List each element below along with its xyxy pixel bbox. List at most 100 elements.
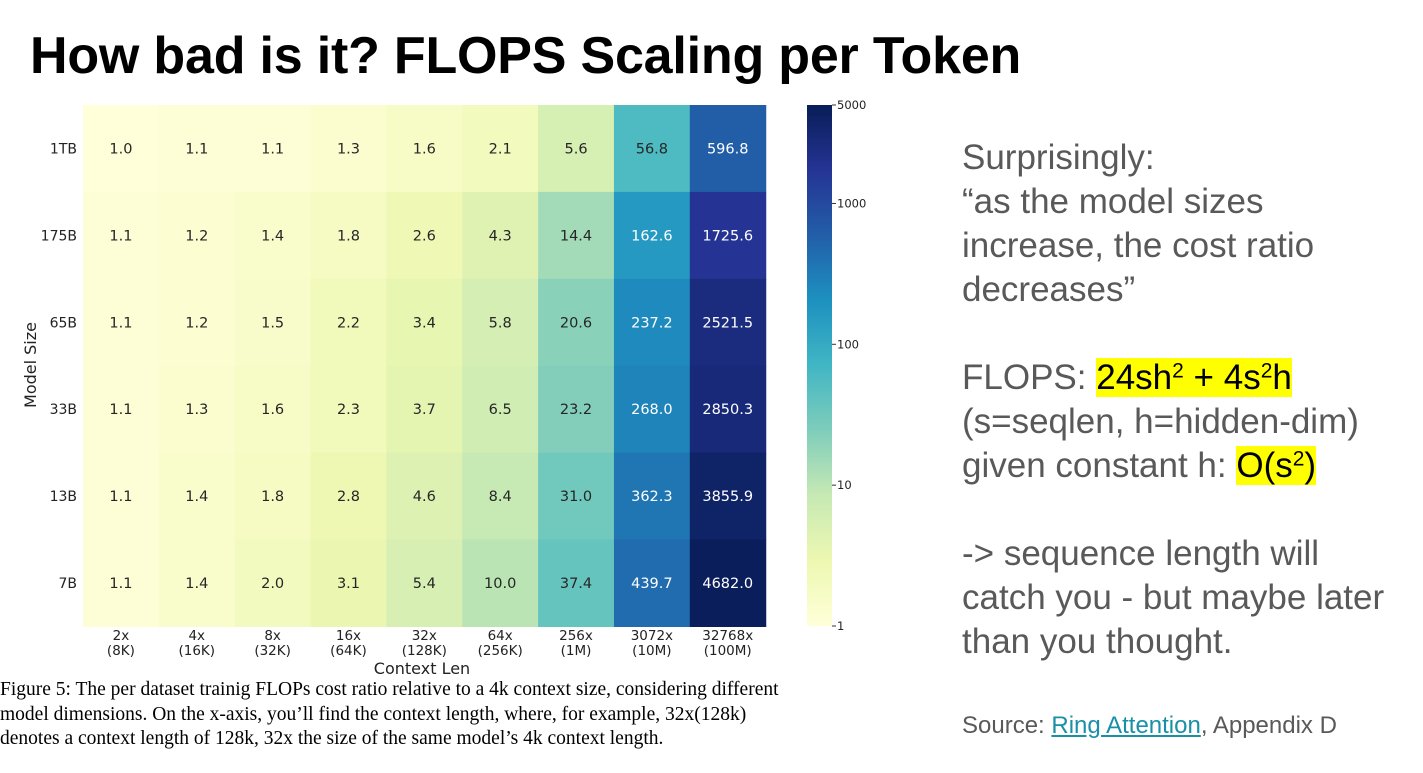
y-tick-label: 175B (41, 228, 77, 244)
y-tick-label: 65B (50, 315, 77, 331)
heatmap-cell (310, 539, 387, 627)
figure-caption: Figure 5: The per dataset trainig FLOPs … (0, 678, 905, 752)
cell-value-label: 1.0 (109, 141, 132, 157)
source-prefix: Source: (962, 712, 1052, 739)
x-tick-label: 2x (8K) (107, 628, 135, 659)
cell-value-label: 2.3 (337, 402, 360, 418)
heatmap-cell (234, 278, 312, 367)
heatmap-cell (613, 452, 691, 541)
heatmap-cell (158, 452, 236, 541)
x-tick-labels: 2x (8K) 4x (16K) 8x (32K) 16x (64K) 32x (128K) 64x… (107, 628, 753, 659)
heatmap-cell (83, 452, 160, 541)
heatmap-cell (689, 452, 767, 541)
cell-value-label: 1.4 (261, 228, 284, 244)
flops-line: FLOPS: 24sh2 + 4s2h (962, 356, 1417, 400)
complexity-line: given constant h: O(s2) (962, 444, 1417, 488)
cell-value-label: 4682.0 (702, 576, 753, 592)
heatmap-cell (613, 539, 691, 627)
cell-value-label: 1.6 (261, 402, 284, 418)
colorbar-tick-label: 1 (837, 619, 844, 633)
cell-value-label: 3.1 (337, 576, 360, 592)
heatmap-cell (386, 365, 463, 454)
colorbar-tick-label: 5000 (837, 98, 866, 112)
y-tick-label: 33B (50, 402, 77, 418)
heatmap-cell (462, 191, 539, 280)
quote-line: increase, the cost ratio (962, 226, 1315, 265)
cell-value-label: 23.2 (560, 402, 592, 418)
cell-value-label: 1.3 (337, 141, 360, 157)
x-tick-label: 256x (1M) (559, 628, 593, 659)
cell-value-label: 5.4 (413, 576, 436, 592)
x-tick-label: 64x (256K) (478, 628, 523, 659)
heatmap-cell (158, 278, 236, 367)
cell-value-label: 2521.5 (702, 315, 753, 331)
heatmap-cell (386, 278, 463, 367)
heatmap-cell (462, 105, 539, 193)
heatmap-cell (689, 278, 767, 367)
conclusion-line: catch you - but maybe later (962, 578, 1385, 617)
heatmap-cell (462, 278, 539, 367)
cell-value-label: 2.2 (337, 315, 360, 331)
heatmap-cells (83, 105, 767, 627)
cell-value-label: 3855.9 (702, 489, 753, 505)
cell-value-label: 31.0 (560, 489, 592, 505)
heatmap-cell (158, 365, 236, 454)
cell-value-label: 37.4 (560, 576, 592, 592)
cell-value-label: 10.0 (484, 576, 516, 592)
cell-value-label: 1.8 (337, 228, 360, 244)
heatmap-cell (158, 105, 236, 193)
x-tick-label: 32768x (100M) (702, 628, 753, 659)
flops-vars: (s=seqlen, h=hidden-dim) (962, 402, 1359, 441)
heatmap-cell (310, 452, 387, 541)
complexity-highlight: O(s2) (1236, 446, 1317, 485)
colorbar (807, 105, 832, 626)
cell-value-label: 56.8 (636, 141, 668, 157)
cell-value-label: 1.1 (261, 141, 284, 157)
cell-value-label: 4.6 (413, 489, 436, 505)
cell-value-label: 268.0 (631, 402, 673, 418)
y-tick-label: 13B (50, 489, 77, 505)
y-tick-label: 7B (58, 576, 77, 592)
source-citation: Source: Ring Attention, Appendix D (962, 712, 1337, 740)
cell-value-label: 2.0 (261, 576, 284, 592)
cell-value-label: 1.4 (185, 489, 208, 505)
heatmap-cell (386, 105, 463, 193)
quote-line: “as the model sizes (962, 182, 1264, 221)
heatmap-cell (689, 365, 767, 454)
y-tick-label: 1TB (50, 141, 77, 157)
ring-attention-link[interactable]: Ring Attention (1051, 712, 1201, 739)
heatmap-cell (689, 191, 767, 280)
heatmap-cell (234, 452, 312, 541)
cell-value-label: 162.6 (631, 228, 673, 244)
cell-value-label: 3.7 (413, 402, 436, 418)
cell-value-label: 439.7 (631, 576, 673, 592)
quote-line: Surprisingly: (962, 138, 1155, 177)
y-axis-label: Model Size (21, 322, 40, 408)
cell-value-label: 1.8 (261, 489, 284, 505)
cell-value-label: 20.6 (560, 315, 592, 331)
heatmap-cell (234, 365, 312, 454)
heatmap-cell (538, 278, 615, 367)
flops-label: FLOPS: (962, 358, 1097, 397)
cell-value-label: 1.1 (185, 141, 208, 157)
cell-value-label: 14.4 (560, 228, 592, 244)
cell-value-label: 8.4 (489, 489, 512, 505)
heatmap-chart: 1.0 1.1 1.1 1.3 1.6 2.1 5.6 56.8 596.8 1.1 1.2 1.4 1… (21, 98, 866, 678)
conclusion-line: than you thought. (962, 622, 1233, 661)
caption-line: Figure 5: The per dataset trainig FLOPs … (0, 679, 779, 700)
x-tick-label: 3072x (10M) (631, 628, 673, 659)
heatmap-cell (83, 365, 160, 454)
heatmap-cell (310, 191, 387, 280)
cell-value-label: 596.8 (707, 141, 749, 157)
cell-value-label: 5.6 (564, 141, 587, 157)
cell-value-label: 1.1 (109, 228, 132, 244)
cell-value-label: 1.6 (413, 141, 436, 157)
heatmap-cell (462, 452, 539, 541)
heatmap-cell (689, 105, 767, 193)
heatmap-cell (538, 365, 615, 454)
cell-value-label: 2.1 (489, 141, 512, 157)
quote-line: decreases” (962, 270, 1136, 309)
heatmap-cell (310, 105, 387, 193)
cell-value-label: 362.3 (631, 489, 673, 505)
cell-value-label: 1.1 (109, 489, 132, 505)
